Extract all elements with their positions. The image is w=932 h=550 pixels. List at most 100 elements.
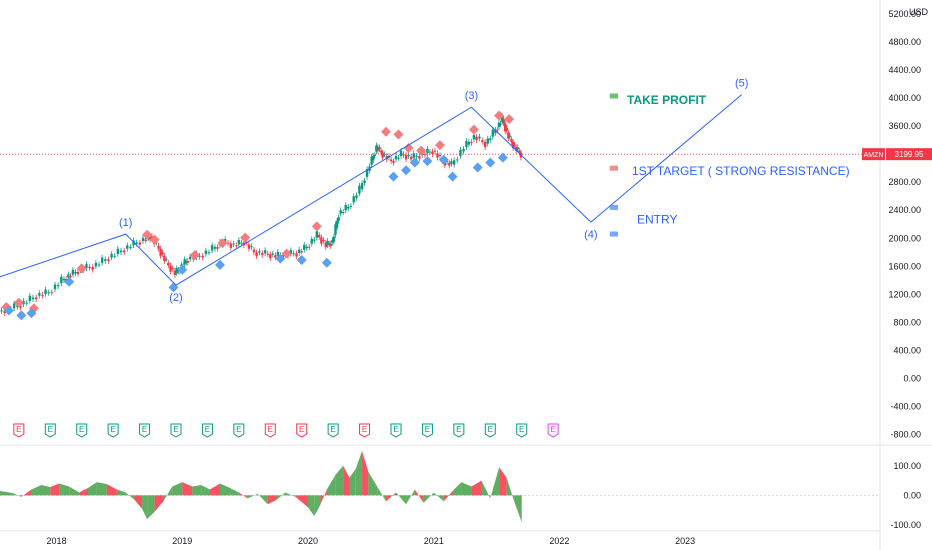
pivot-low-marker bbox=[401, 165, 412, 176]
candle-body bbox=[317, 234, 321, 238]
candle-body bbox=[122, 250, 126, 253]
earnings-badge[interactable]: E bbox=[170, 423, 182, 438]
candle-body bbox=[50, 292, 54, 294]
oscillator-area-segment bbox=[326, 474, 336, 496]
candle-body bbox=[232, 243, 235, 245]
oscillator-area-segment bbox=[385, 492, 396, 502]
candle-body bbox=[148, 237, 152, 240]
candle-body bbox=[402, 154, 405, 156]
oscillator-area-segment bbox=[220, 483, 231, 496]
candle-body bbox=[404, 155, 408, 160]
candle-body bbox=[295, 253, 298, 257]
ticker-label: AMZN bbox=[864, 152, 884, 159]
candle-body bbox=[431, 151, 434, 155]
candle-body bbox=[56, 285, 60, 287]
candle-body bbox=[332, 236, 336, 242]
earnings-badge-label: E bbox=[268, 425, 273, 434]
candle-body bbox=[308, 246, 311, 248]
candle-body bbox=[511, 141, 515, 149]
oscillator-pane[interactable] bbox=[0, 450, 880, 523]
candle-body bbox=[339, 210, 342, 214]
candle-body bbox=[113, 255, 116, 257]
candle-body bbox=[494, 129, 497, 134]
oscillator-area-segment bbox=[406, 489, 415, 505]
oscillator-area-segment bbox=[506, 477, 515, 502]
candle-body bbox=[67, 274, 70, 278]
earnings-badge[interactable]: E bbox=[327, 423, 339, 438]
oscillator-area-segment bbox=[481, 480, 491, 499]
pivot-high-marker bbox=[240, 232, 251, 243]
earnings-badge[interactable]: E bbox=[516, 423, 528, 438]
earnings-badge[interactable]: E bbox=[484, 423, 496, 438]
candle-body bbox=[235, 245, 238, 247]
candle-body bbox=[355, 195, 358, 198]
earnings-badge[interactable]: E bbox=[139, 423, 151, 438]
oscillator-area-segment bbox=[314, 495, 321, 517]
candle-body bbox=[74, 271, 77, 274]
pivot-low-marker bbox=[438, 154, 449, 165]
candle-body bbox=[504, 123, 507, 132]
earnings-badge-label: E bbox=[519, 425, 524, 434]
candle-body bbox=[491, 129, 494, 137]
earnings-badge[interactable]: E bbox=[264, 423, 276, 438]
candle-body bbox=[185, 261, 188, 263]
oscillator-area-segment bbox=[490, 467, 500, 499]
earnings-badge[interactable]: E bbox=[390, 423, 402, 438]
oscillator-area-segment bbox=[355, 450, 363, 496]
price-tick-label: 1600.00 bbox=[888, 261, 921, 271]
earnings-badge[interactable]: E bbox=[44, 423, 56, 438]
candle-body bbox=[250, 246, 253, 248]
earnings-badge[interactable]: E bbox=[107, 423, 119, 438]
time-tick-label: 2020 bbox=[298, 536, 318, 546]
candle-body bbox=[328, 243, 331, 245]
price-tick-label: 2800.00 bbox=[888, 177, 921, 187]
pivot-low-marker bbox=[296, 254, 307, 265]
earnings-badge[interactable]: E bbox=[359, 423, 371, 438]
earnings-badge[interactable]: E bbox=[421, 423, 433, 438]
candle-body bbox=[513, 144, 516, 146]
candle-body bbox=[129, 247, 132, 249]
wave-label: (3) bbox=[465, 90, 478, 102]
candle-body bbox=[310, 238, 313, 244]
candle-body bbox=[161, 252, 164, 255]
candle-body bbox=[363, 180, 366, 184]
candle-body bbox=[320, 237, 323, 244]
candle-body bbox=[497, 122, 501, 128]
candle-body bbox=[399, 150, 403, 156]
earnings-badge-label: E bbox=[425, 425, 430, 434]
candle-body bbox=[252, 249, 256, 253]
oscillator-area-segment bbox=[163, 486, 173, 502]
oscillator-area-segment bbox=[172, 482, 183, 496]
elliott-wave-path[interactable] bbox=[0, 94, 743, 286]
pivot-low-marker bbox=[409, 157, 420, 168]
earnings-badge-label: E bbox=[299, 425, 304, 434]
candle-body bbox=[415, 155, 418, 157]
earnings-badge[interactable]: E bbox=[201, 423, 213, 438]
candle-body bbox=[255, 252, 258, 257]
earnings-badge[interactable]: E bbox=[547, 423, 559, 438]
oscillator-area-segment bbox=[396, 492, 407, 505]
candle-body bbox=[271, 253, 274, 255]
earnings-badge[interactable]: E bbox=[453, 423, 465, 438]
candle-body bbox=[334, 224, 337, 235]
earnings-badge[interactable]: E bbox=[296, 423, 308, 438]
pivot-low-marker bbox=[64, 276, 75, 287]
pivot-low-marker bbox=[3, 305, 14, 316]
candle-body bbox=[186, 261, 189, 263]
price-pane[interactable]: TAKE PROFIT 1ST TARGET ( STRONG RESISTANC… bbox=[0, 78, 880, 438]
candle-body bbox=[329, 243, 332, 247]
candle-body bbox=[502, 119, 505, 124]
oscillator-area-segment bbox=[368, 471, 378, 496]
candle-body bbox=[298, 249, 301, 253]
earnings-badge[interactable]: E bbox=[76, 423, 88, 438]
candle-body bbox=[392, 161, 395, 163]
oscillator-area-segment bbox=[209, 483, 220, 496]
candle-body bbox=[475, 136, 478, 141]
candle-body bbox=[481, 140, 484, 142]
candle-body bbox=[126, 245, 129, 249]
candle-body bbox=[428, 151, 432, 153]
candle-body bbox=[34, 297, 38, 300]
earnings-badge[interactable]: E bbox=[233, 423, 245, 438]
earnings-badge[interactable]: E bbox=[13, 423, 25, 438]
